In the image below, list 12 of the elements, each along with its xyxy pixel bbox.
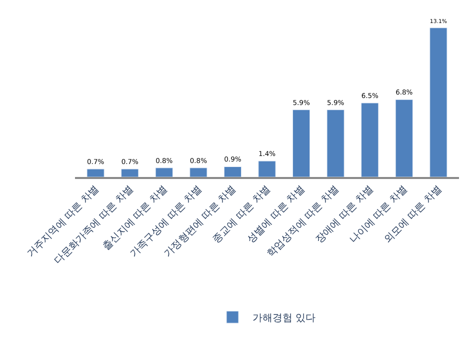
- bar: [155, 168, 173, 177]
- bar: [258, 160, 276, 177]
- bar: [326, 110, 344, 177]
- bar: [190, 168, 208, 177]
- bar: [121, 168, 139, 177]
- bar: [361, 102, 379, 177]
- bar: [430, 28, 448, 177]
- bar: [224, 166, 242, 177]
- bar: [395, 99, 413, 177]
- bar: [86, 168, 104, 177]
- legend-label: 가해경험 있다: [252, 313, 316, 324]
- bar: [292, 110, 310, 177]
